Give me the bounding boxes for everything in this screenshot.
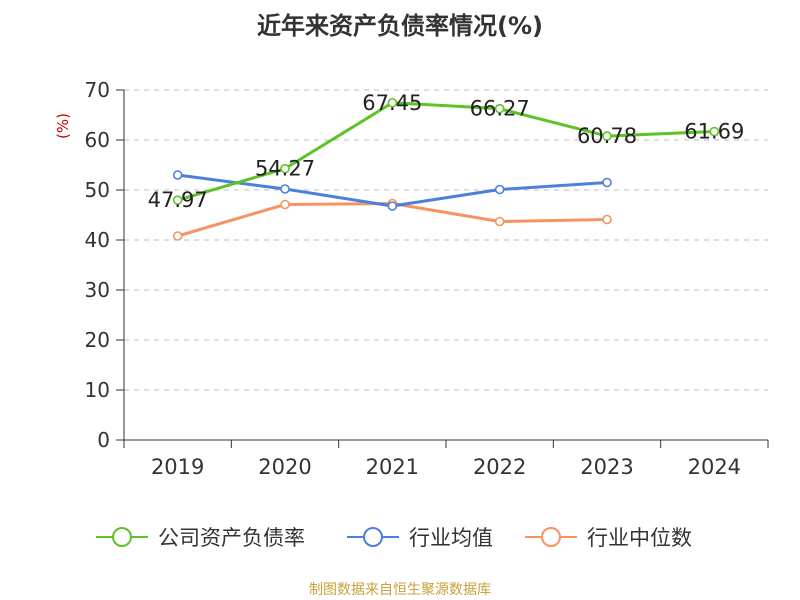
- x-tick-label: 2023: [580, 455, 633, 479]
- series-layer: [172, 97, 720, 241]
- data-label: 67.45: [362, 91, 422, 115]
- y-tick-label: 20: [85, 328, 110, 352]
- y-tick-label: 60: [85, 128, 110, 152]
- data-point: [387, 97, 398, 108]
- legend-label: 行业中位数: [587, 526, 692, 550]
- data-point: [709, 126, 720, 137]
- data-label: 60.78: [577, 124, 637, 148]
- axes: 0 10 20 30 40 50 60 70 (%) 2019 2020 2021 2022 2023 20…: [54, 78, 769, 479]
- legend: 公司资产负债率 行业均值 行业中位数: [96, 526, 692, 550]
- data-point: [172, 231, 183, 241]
- data-point: [172, 195, 183, 205]
- data-point: [494, 216, 505, 227]
- x-tick-label: 2020: [258, 455, 311, 479]
- x-tick-label: 2022: [473, 455, 526, 479]
- series-line: [177, 101, 715, 202]
- source-note: 制图数据来自恒生聚源数据库: [309, 582, 491, 598]
- x-tick-label: 2021: [366, 455, 419, 479]
- data-point: [280, 184, 290, 194]
- y-tick-label: 50: [85, 178, 110, 202]
- data-point: [280, 199, 290, 210]
- y-tick-label: 0: [97, 428, 110, 452]
- data-label: 61.69: [684, 120, 744, 144]
- data-point: [494, 184, 505, 195]
- legend-label: 行业均值: [409, 526, 493, 550]
- data-point: [602, 131, 612, 141]
- legend-swatch-marker: [363, 527, 383, 547]
- data-point: [280, 163, 290, 174]
- chart-title: 近年来资产负债率情况(%): [257, 12, 543, 40]
- data-label: 66.27: [470, 97, 530, 121]
- legend-swatch-marker: [541, 527, 561, 547]
- data-label: 47.97: [148, 188, 208, 212]
- legend-swatch-marker: [112, 527, 132, 547]
- y-tick-label: 40: [85, 228, 110, 252]
- data-point: [494, 103, 505, 114]
- legend-label: 公司资产负债率: [158, 526, 305, 550]
- grid-lines: [124, 89, 768, 391]
- data-point: [387, 201, 398, 211]
- x-tick-label: 2019: [151, 455, 204, 479]
- data-point: [602, 177, 612, 188]
- y-tick-label: 70: [85, 78, 110, 102]
- y-tick-label: 10: [85, 378, 110, 402]
- data-labels: 47.97 54.27 67.45 66.27 60.78 61.69: [148, 91, 745, 212]
- y-axis-label: (%): [54, 113, 72, 139]
- x-tick-label: 2024: [688, 455, 741, 479]
- data-point: [602, 214, 612, 225]
- y-tick-label: 30: [85, 278, 110, 302]
- data-label: 54.27: [255, 157, 315, 181]
- data-point: [172, 170, 183, 180]
